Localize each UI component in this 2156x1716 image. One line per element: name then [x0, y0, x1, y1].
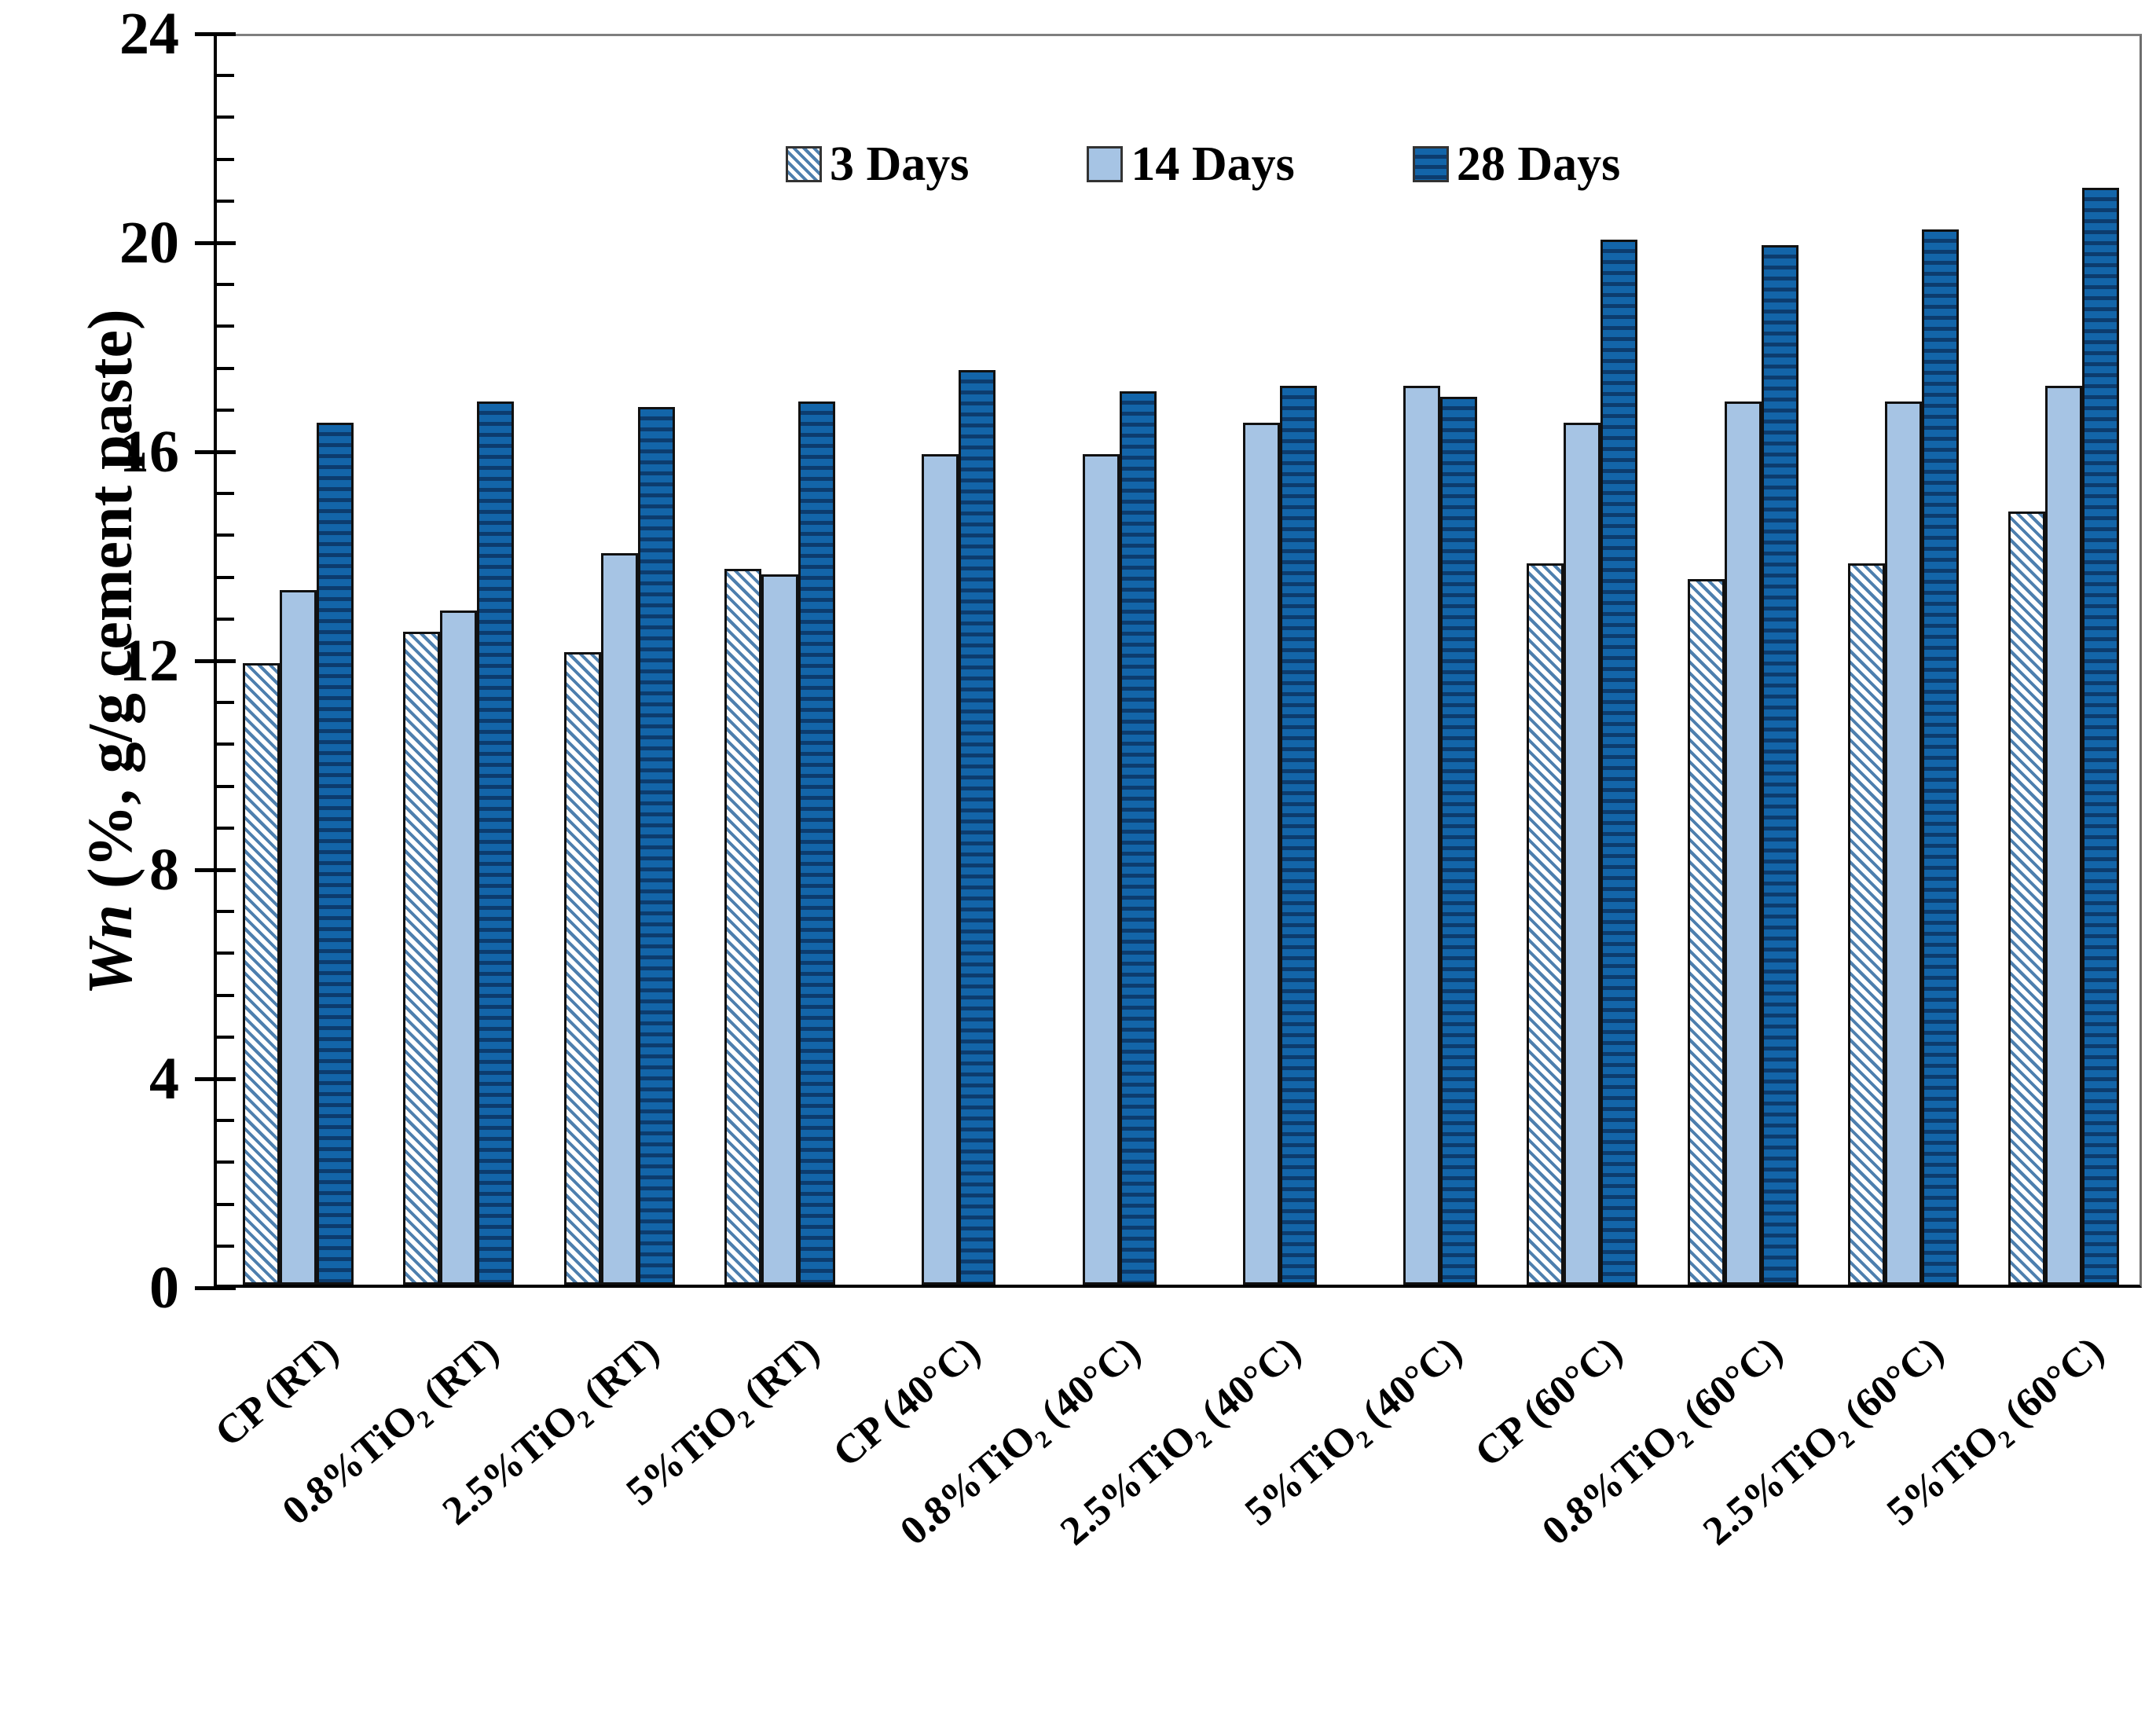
legend-label: 3 Days	[830, 138, 970, 191]
legend-item-14-days: 14 Days	[1087, 138, 1295, 191]
y-minor-tick	[214, 534, 234, 537]
bar-3-days-12	[2008, 511, 2046, 1285]
bar-chart-figure: Wn (%, g/g cement paste) 0 4 8 12 16 20 24 3 D…	[76, 1, 2142, 1554]
plot-area	[214, 34, 2142, 1288]
bar-28-days-4	[798, 402, 835, 1285]
y-minor-tick	[214, 575, 234, 579]
y-minor-tick	[214, 283, 234, 287]
y-tick-label: 20	[119, 210, 179, 276]
y-minor-tick	[214, 742, 234, 746]
y-major-tick	[195, 1286, 236, 1290]
y-minor-tick	[214, 199, 234, 203]
y-minor-tick	[214, 492, 234, 496]
legend-item-3-days: 3 Days	[786, 140, 969, 189]
bar-14-days-4	[761, 574, 798, 1285]
y-minor-tick	[214, 952, 234, 955]
y-minor-tick	[214, 366, 234, 370]
y-minor-tick	[214, 74, 234, 78]
y-minor-tick	[214, 116, 234, 119]
legend-label: 14 Days	[1131, 138, 1295, 191]
bar-14-days-3	[600, 553, 638, 1285]
y-minor-tick	[214, 617, 234, 621]
y-major-tick	[195, 241, 236, 245]
y-minor-tick	[214, 1119, 234, 1123]
bar-28-days-6	[1119, 390, 1157, 1285]
bar-14-days-10	[1724, 402, 1762, 1285]
bar-3-days-3	[563, 652, 601, 1285]
y-minor-tick	[214, 910, 234, 914]
bar-28-days-5	[959, 370, 996, 1285]
bar-3-days-10	[1687, 579, 1725, 1285]
y-major-tick	[195, 659, 236, 663]
y-tick-label: 0	[149, 1255, 179, 1321]
bar-28-days-2	[477, 402, 515, 1285]
y-axis-title-units: (%, g/g cement paste)	[76, 309, 145, 904]
bar-28-days-11	[1922, 229, 1959, 1285]
y-major-tick	[195, 868, 236, 872]
y-minor-tick	[214, 408, 234, 412]
y-minor-tick	[214, 1160, 234, 1164]
y-minor-tick	[214, 157, 234, 161]
legend-swatch-icon	[786, 146, 822, 182]
y-major-tick	[195, 1077, 236, 1081]
y-minor-tick	[214, 1202, 234, 1206]
y-minor-tick	[214, 784, 234, 788]
bar-28-days-10	[1761, 244, 1798, 1285]
bar-14-days-11	[1885, 402, 1922, 1285]
bar-3-days-9	[1527, 563, 1564, 1285]
bar-28-days-9	[1600, 240, 1638, 1285]
legend: 3 Days 14 Days 28 Days	[786, 140, 1620, 189]
y-tick-label: 8	[149, 837, 179, 903]
legend-label: 28 Days	[1456, 138, 1621, 191]
y-major-tick	[195, 450, 236, 454]
bar-14-days-2	[440, 610, 478, 1285]
bar-28-days-1	[317, 422, 354, 1285]
legend-swatch-icon	[1087, 146, 1124, 182]
y-tick-label: 4	[149, 1046, 179, 1112]
y-minor-tick	[214, 826, 234, 830]
bar-14-days-7	[1242, 422, 1280, 1285]
bar-3-days-1	[243, 662, 280, 1285]
y-minor-tick	[214, 324, 234, 328]
y-axis-title-symbol: Wn	[76, 904, 145, 996]
y-minor-tick	[214, 1244, 234, 1248]
bar-14-days-1	[280, 589, 317, 1285]
y-minor-tick	[214, 993, 234, 997]
y-tick-label: 24	[119, 1, 179, 67]
bar-14-days-12	[2045, 386, 2083, 1285]
bar-14-days-6	[1082, 453, 1120, 1285]
y-minor-tick	[214, 1035, 234, 1039]
legend-item-28-days: 28 Days	[1412, 138, 1621, 191]
y-tick-label: 12	[119, 628, 179, 694]
bar-3-days-11	[1848, 563, 1885, 1285]
y-minor-tick	[214, 701, 234, 705]
bar-28-days-7	[1279, 386, 1317, 1285]
bar-14-days-8	[1403, 386, 1441, 1285]
bar-14-days-9	[1564, 422, 1601, 1285]
bar-28-days-8	[1440, 396, 1478, 1285]
bar-3-days-4	[724, 568, 761, 1285]
y-tick-label: 16	[119, 419, 179, 485]
bar-28-days-12	[2082, 187, 2120, 1285]
bar-14-days-5	[922, 453, 959, 1285]
bar-28-days-3	[637, 406, 675, 1285]
bar-3-days-2	[403, 631, 441, 1285]
legend-swatch-icon	[1412, 146, 1449, 182]
y-major-tick	[195, 32, 236, 36]
